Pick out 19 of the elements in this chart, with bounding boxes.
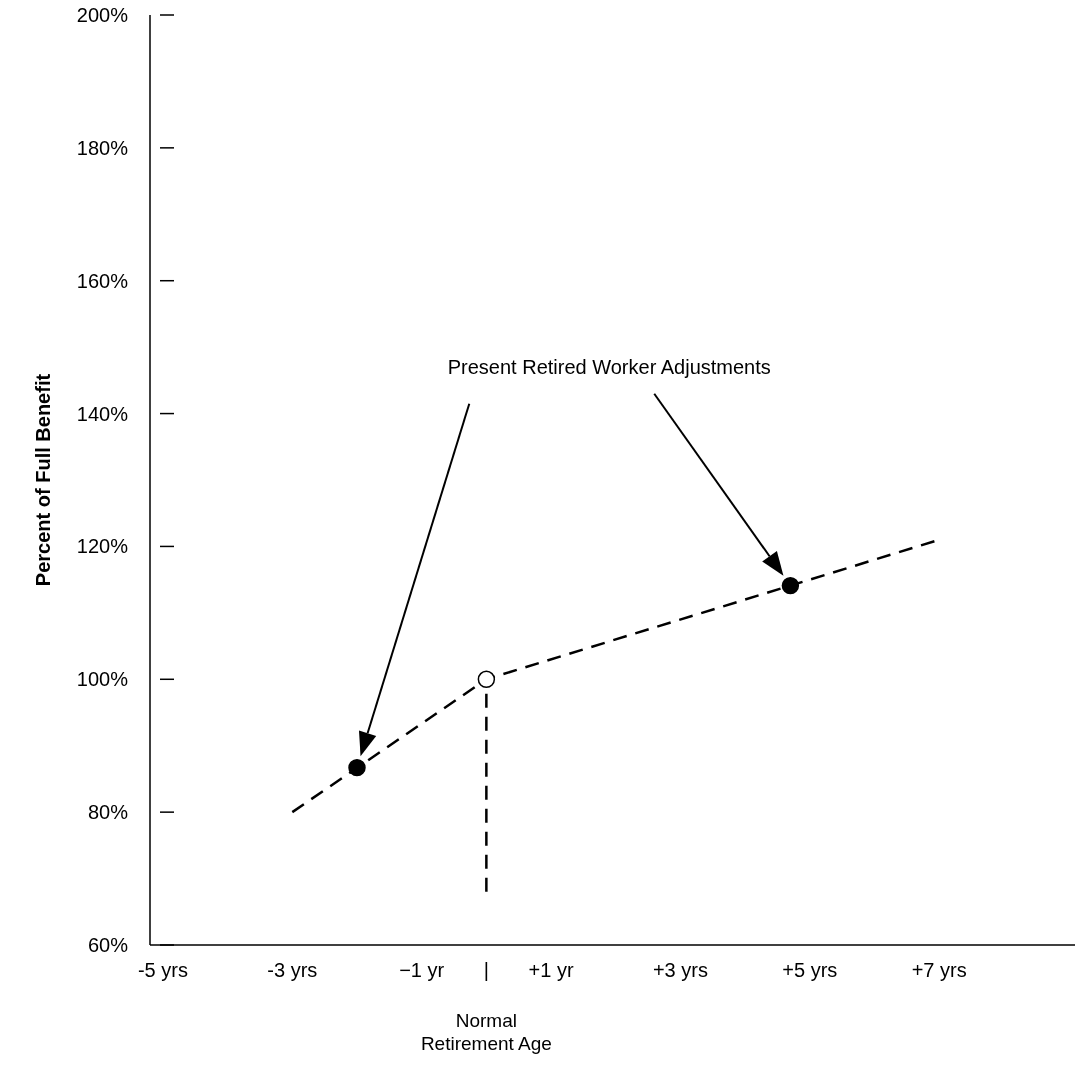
x-tick-label: +5 yrs [782, 959, 838, 981]
x-tick-label: -3 yrs [267, 959, 318, 981]
y-tick-label: 120% [76, 535, 129, 558]
x-tick-label: +3 yrs [652, 959, 708, 981]
y-tick-label: 160% [76, 269, 129, 292]
x-tick-label: +1 yr [528, 959, 574, 981]
text: Normal Retirement Age [420, 1010, 552, 1054]
y-tick-label: 80% [87, 801, 129, 824]
x-tick-label: | [483, 959, 489, 981]
y-tick-label: 60% [87, 934, 129, 956]
y-axis-title: Percent of Full Benefit [32, 373, 54, 587]
y-tick-label: 140% [76, 402, 129, 425]
x-tick-label: −1 yr [399, 959, 445, 981]
y-tick-label: 200% [76, 4, 129, 26]
y-tick-label: 100% [76, 668, 129, 691]
x-tick-label: +7 yrs [911, 959, 967, 981]
annotation: Present Retired Worker Adjustments [447, 355, 771, 378]
x-tick-label: -5 yrs [137, 959, 188, 981]
y-tick-label: 180% [76, 136, 129, 159]
